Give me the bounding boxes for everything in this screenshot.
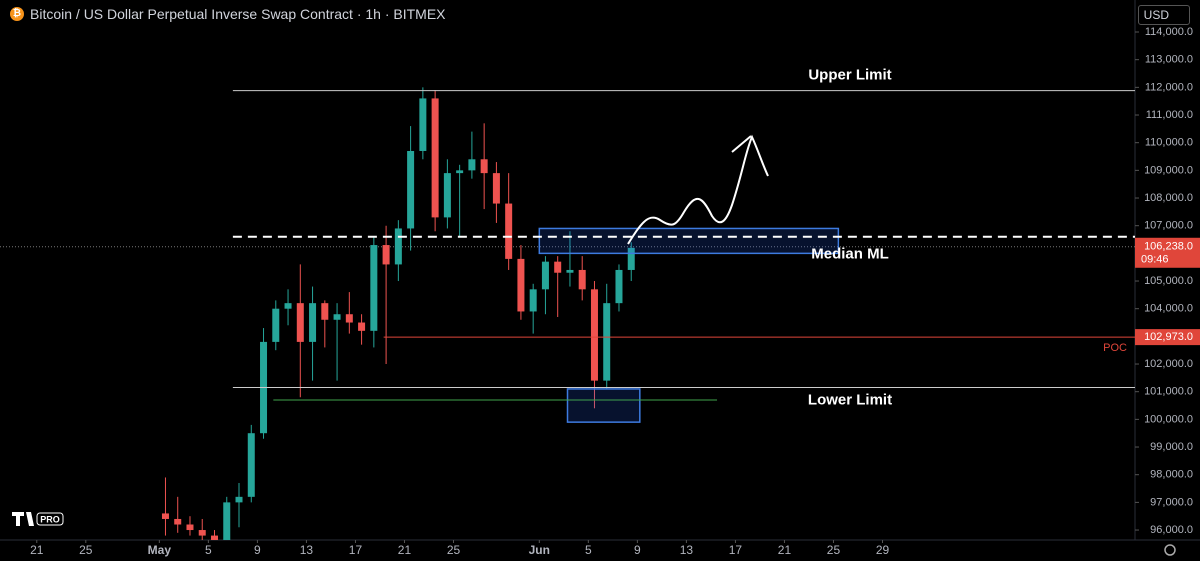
- poc-price-label: 102,973.0: [1144, 331, 1193, 343]
- candle-body: [174, 518, 182, 525]
- candle-body: [235, 496, 243, 503]
- y-tick-label: 104,000.0: [1144, 303, 1193, 315]
- candle-body: [223, 502, 231, 540]
- candle-body: [394, 228, 402, 265]
- y-tick-label: 100,000.0: [1144, 413, 1193, 425]
- candle-body: [186, 524, 194, 531]
- y-tick-label: 111,000.0: [1146, 109, 1193, 121]
- candle-body: [210, 535, 218, 540]
- zone-box: [538, 227, 840, 255]
- candle-body: [566, 269, 574, 273]
- x-tick-label: Jun: [529, 543, 550, 557]
- candle-body: [603, 303, 611, 381]
- candle-body: [284, 303, 292, 309]
- last-price-label: 106,238.0: [1144, 241, 1193, 253]
- candle-body: [247, 433, 255, 497]
- last-price-badge: [1135, 237, 1200, 268]
- x-tick-label: 29: [876, 543, 890, 557]
- x-tick-label: 13: [680, 543, 694, 557]
- level-label: Upper Limit: [808, 67, 891, 84]
- candle-body: [456, 170, 464, 174]
- candle-body: [309, 303, 317, 342]
- x-tick-label: 25: [79, 543, 93, 557]
- candle-body: [419, 98, 427, 151]
- x-tick-label: 9: [634, 543, 641, 557]
- candle-body: [554, 261, 562, 273]
- candle-body: [615, 269, 623, 304]
- x-tick-label: 21: [30, 543, 44, 557]
- settings-button[interactable]: [1164, 544, 1176, 556]
- coin-icon: ₿: [10, 7, 24, 21]
- x-tick-label: 25: [827, 543, 841, 557]
- x-tick-label: 21: [778, 543, 792, 557]
- y-tick-label: 101,000.0: [1144, 386, 1193, 398]
- y-tick-label: 99,000.0: [1150, 441, 1193, 453]
- candle-body: [198, 530, 206, 536]
- candle-body: [345, 314, 353, 323]
- candle-body: [492, 173, 500, 204]
- y-tick-label: 113,000.0: [1145, 54, 1193, 66]
- candle-body: [321, 303, 329, 320]
- x-tick-label: May: [148, 543, 172, 557]
- x-tick-label: 5: [585, 543, 592, 557]
- candle-body: [541, 261, 549, 290]
- x-tick-label: 17: [729, 543, 743, 557]
- x-tick-label: 17: [349, 543, 363, 557]
- candle-body: [370, 245, 378, 331]
- y-tick-label: 97,000.0: [1150, 496, 1193, 508]
- candle-body: [161, 513, 169, 519]
- countdown-label: 09:46: [1141, 254, 1169, 266]
- candle-body: [627, 247, 635, 270]
- x-tick-label: 25: [447, 543, 461, 557]
- x-tick-label: 21: [398, 543, 412, 557]
- zone-box: [566, 388, 641, 423]
- candle-body: [272, 308, 280, 342]
- arrow-head: [731, 135, 752, 153]
- y-tick-label: 114,000.0: [1145, 26, 1193, 38]
- candle-body: [333, 314, 341, 320]
- candle-body: [529, 289, 537, 312]
- y-tick-label: 102,000.0: [1144, 358, 1193, 370]
- plot-area: [0, 87, 1135, 540]
- symbol-title: Bitcoin / US Dollar Perpetual Inverse Sw…: [30, 6, 446, 22]
- candle-body: [480, 159, 488, 174]
- candle-body: [407, 150, 415, 229]
- poc-label: POC: [1103, 342, 1127, 354]
- currency-selector[interactable]: USD: [1137, 5, 1190, 25]
- y-tick-label: 110,000.0: [1145, 137, 1193, 149]
- header: ₿ Bitcoin / US Dollar Perpetual Inverse S…: [10, 6, 446, 22]
- candle-body: [431, 98, 439, 218]
- projection-arrow: [627, 134, 769, 245]
- level-label: Median ML: [811, 246, 889, 263]
- candle-body: [382, 245, 390, 265]
- candle-body: [296, 303, 304, 342]
- y-tick-label: 96,000.0: [1150, 524, 1193, 536]
- x-tick-label: 9: [254, 543, 261, 557]
- candle-body: [468, 159, 476, 171]
- logo-badge: PRO: [40, 514, 60, 524]
- candle-body: [358, 322, 366, 331]
- candle-body: [578, 269, 586, 290]
- candle-body: [505, 203, 513, 259]
- y-tick-label: 109,000.0: [1144, 164, 1193, 176]
- tv-logo: PRO: [12, 512, 64, 526]
- y-tick-label: 107,000.0: [1144, 220, 1193, 232]
- y-tick-label: 105,000.0: [1144, 275, 1193, 287]
- level-label: Lower Limit: [808, 392, 892, 409]
- candle-body: [517, 258, 525, 312]
- x-tick-label: 13: [300, 543, 314, 557]
- candle-body: [443, 173, 451, 218]
- y-tick-label: 112,000.0: [1145, 81, 1193, 93]
- y-tick-label: 108,000.0: [1144, 192, 1193, 204]
- candle-body: [590, 289, 598, 381]
- y-tick-label: 98,000.0: [1150, 469, 1193, 481]
- poc-price-badge: [1135, 329, 1200, 346]
- x-tick-label: 5: [205, 543, 212, 557]
